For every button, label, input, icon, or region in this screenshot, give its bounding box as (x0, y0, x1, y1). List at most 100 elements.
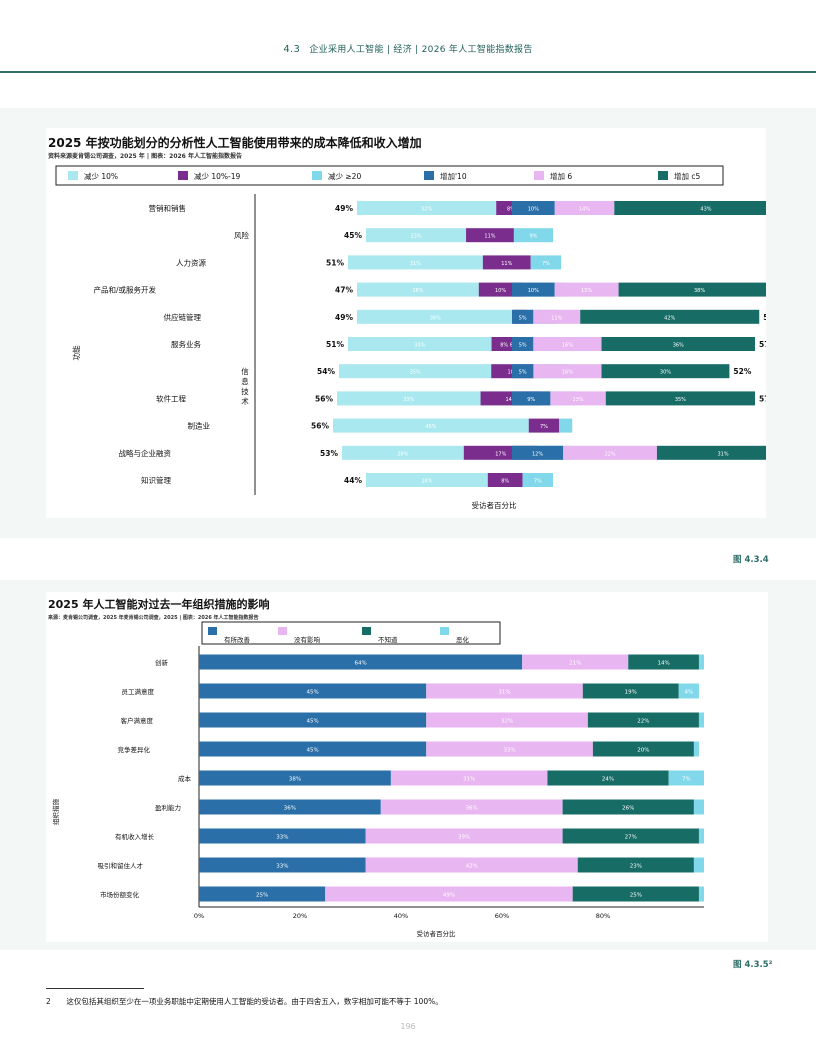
cost-total-label: 51% (326, 340, 344, 349)
bar-segment (577, 857, 694, 873)
figure1-chart: 减少 10% 减少 10%-19 减少 ≥20 增加'10 增加 6 增加 c5 功能受访者… (55, 165, 766, 510)
bar-segment (199, 799, 381, 815)
bar-value-label: 21% (569, 661, 581, 667)
bar-segment (698, 654, 704, 670)
bar-value-label: 64% (354, 661, 366, 667)
revenue-bar-label: 11% (551, 315, 562, 321)
legend-swatch (440, 627, 449, 635)
revenue-total-label: 52% (733, 367, 751, 376)
bar-value-label: 36% (466, 806, 478, 812)
cost-bar-label: 9% (530, 234, 538, 240)
bar-segment (199, 886, 326, 902)
figure2-panel: 2025 年人工智能对过去一年组织措施的影响 来源：麦肯锡公司调查，2025 年… (46, 592, 768, 942)
legend-label: 有所改善 (224, 635, 251, 644)
figure2-title: 2025 年人工智能对过去一年组织措施的影响 (48, 598, 270, 611)
cost-bar (337, 391, 481, 406)
bar-value-label: 23% (630, 864, 642, 870)
x-tick-label: 60% (495, 912, 509, 920)
page-number: 196 (400, 1022, 416, 1031)
bar-segment (365, 857, 578, 873)
legend-label: 增加 c5 (674, 171, 701, 181)
group-label-char: 术 (241, 396, 249, 406)
cost-bar-label: 45% (425, 424, 436, 430)
category-label: 创新 (155, 658, 169, 667)
category-label: 战略与企业融资 (119, 448, 172, 458)
revenue-bar-label: 31% (717, 451, 728, 457)
cost-total-label: 51% (326, 258, 344, 267)
revenue-total-label: 59% (763, 313, 766, 322)
category-label: 制造业 (188, 421, 211, 431)
bar-segment (693, 799, 704, 815)
revenue-bar (554, 282, 619, 297)
bar-segment (380, 799, 563, 815)
revenue-bar-label: 9% (527, 397, 535, 403)
category-label: 营销和销售 (149, 203, 187, 213)
revenue-bar (512, 337, 534, 351)
cost-bar (366, 473, 488, 487)
cost-bar (339, 364, 492, 379)
legend-swatch (534, 171, 544, 180)
bar-value-label: 45% (307, 748, 319, 754)
legend-label: 减少 10%-19 (194, 171, 241, 181)
bar-value-label: 49% (443, 893, 455, 899)
cost-total-label: 44% (344, 476, 362, 485)
bar-value-label: 4% (684, 690, 693, 696)
revenue-bar (601, 337, 755, 351)
bar-value-label: 42% (466, 864, 478, 870)
bar-value-label: 14% (657, 661, 669, 667)
bar-value-label: 19% (625, 690, 637, 696)
revenue-bar (512, 201, 555, 215)
cost-bar (357, 309, 514, 324)
figure1-panel: 2025 年按功能划分的分析性人工智能使用带来的成本降低和收入增加 资料来源麦肯… (46, 128, 766, 518)
bar-value-label: 45% (307, 690, 319, 696)
bar-segment (325, 886, 573, 902)
legend-label: 增加'10 (440, 171, 467, 181)
cost-bar-label: 31% (410, 261, 421, 267)
revenue-bar-label: 42% (664, 315, 675, 321)
bar-value-label: 25% (256, 893, 268, 899)
y-axis-title: 组织措施 (51, 799, 60, 826)
category-label: 服务业务 (171, 339, 201, 349)
x-axis-title: 受访者百分比 (472, 500, 517, 510)
category-label: 软件工程 (156, 393, 186, 403)
bar-segment (668, 770, 704, 786)
figure2-label: 图 4.3.5² (733, 960, 773, 970)
cost-total-label: 45% (344, 231, 362, 240)
x-tick-label: 80% (596, 912, 610, 920)
category-label: 供应链管理 (164, 312, 202, 322)
bar-segment (426, 741, 593, 757)
legend-swatch (362, 627, 371, 635)
bar-segment (199, 828, 366, 844)
cost-bar-label: 7% (540, 424, 548, 430)
revenue-bar-label: 16% (562, 370, 573, 376)
revenue-bar (605, 391, 755, 406)
cost-bar-label: 28% (397, 451, 408, 457)
bar-segment (199, 712, 427, 728)
footnote-text: 这仅包括其组织至少在一项业务职能中定期使用人工智能的受访者。由于四舍五入，数字相… (66, 997, 443, 1006)
figure1-subtitle: 资料来源麦肯锡公司调查，2025 年 | 图表：2026 年人工智能指数报告 (48, 153, 242, 160)
header-rule (0, 71, 816, 73)
bar-segment (592, 741, 694, 757)
revenue-bar (656, 445, 766, 460)
category-label: 人力资源 (176, 257, 206, 267)
cost-bar-label: 23% (410, 234, 421, 240)
legend-swatch (312, 171, 322, 180)
cost-total-label: 53% (320, 449, 338, 458)
revenue-bar (512, 364, 534, 379)
revenue-total-label: 57% (759, 394, 766, 403)
bar-value-label: 7% (682, 777, 691, 783)
cost-bar (348, 255, 483, 270)
cost-bar-label: 11% (484, 234, 495, 240)
category-label: 市场份额变化 (100, 890, 140, 899)
page-header: 4.3 企业采用人工智能 | 经济 | 2026 年人工智能指数报告 (0, 0, 816, 73)
revenue-bar-label: 22% (604, 451, 615, 457)
cost-bar (466, 228, 514, 243)
revenue-bar-label: 43% (700, 207, 711, 213)
legend-swatch (208, 627, 217, 635)
revenue-bar (533, 364, 602, 379)
legend-label: 不知道 (378, 635, 398, 644)
bar-segment (698, 886, 704, 902)
revenue-bar-label: 10% (528, 207, 539, 213)
category-label: 成本 (178, 774, 192, 783)
bar-value-label: 31% (463, 777, 475, 783)
